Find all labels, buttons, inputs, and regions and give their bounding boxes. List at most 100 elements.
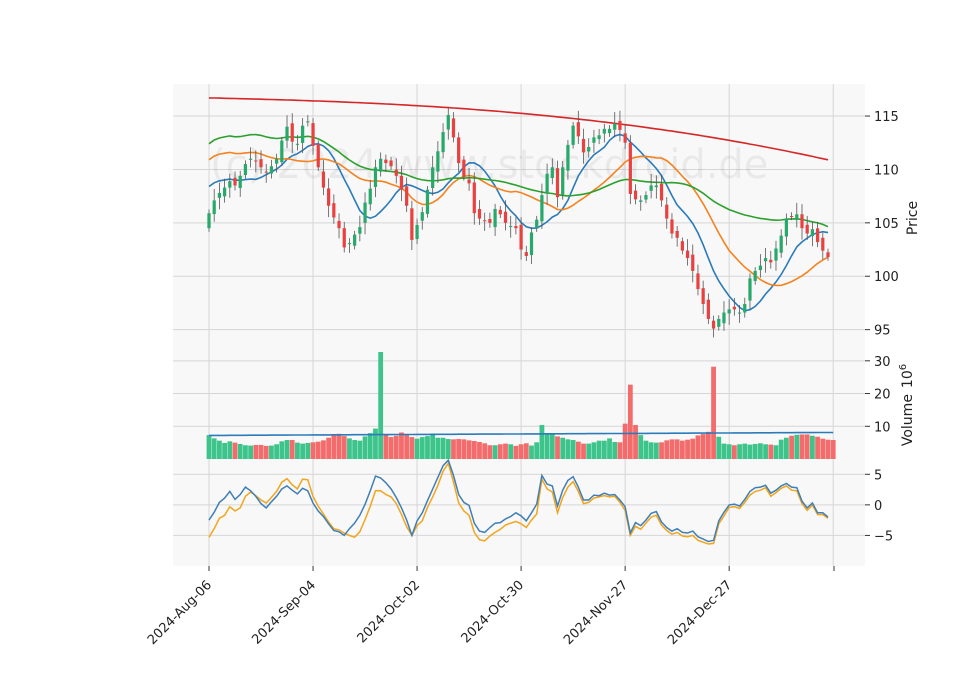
candle-body bbox=[779, 235, 783, 253]
candle-body bbox=[607, 128, 612, 134]
volume-bar bbox=[575, 441, 581, 459]
y-tick-label: 100 bbox=[874, 270, 899, 285]
candle-body bbox=[332, 203, 336, 218]
candle-body bbox=[670, 219, 674, 234]
volume-bar bbox=[768, 444, 774, 459]
candle-body bbox=[665, 204, 669, 219]
volume-bar bbox=[763, 444, 768, 459]
volume-bar bbox=[523, 443, 529, 459]
volume-bar bbox=[388, 437, 394, 459]
candle-body bbox=[576, 122, 580, 137]
oscillator-line-a bbox=[208, 458, 829, 543]
volume-average-line bbox=[209, 431, 834, 437]
volume-bar bbox=[461, 439, 467, 459]
candle-body bbox=[425, 189, 430, 214]
volume-bar bbox=[622, 423, 628, 459]
oscillator-panel: 5 0 −5 bbox=[173, 458, 893, 566]
volume-bar bbox=[414, 438, 420, 459]
candle-body bbox=[717, 318, 721, 327]
candle-body bbox=[254, 160, 258, 162]
volume-bar bbox=[508, 444, 514, 459]
volume-bar bbox=[643, 440, 649, 459]
volume-bar bbox=[435, 437, 441, 459]
candle-body bbox=[602, 128, 606, 134]
y-tick-label: 95 bbox=[874, 324, 891, 339]
volume-bar bbox=[331, 435, 337, 459]
volume-bar bbox=[440, 437, 446, 459]
volume-bar bbox=[217, 440, 222, 459]
candle-body bbox=[763, 258, 768, 262]
oscillator-grid bbox=[173, 459, 865, 566]
volume-bar bbox=[815, 436, 820, 459]
candle-body bbox=[290, 123, 294, 142]
candle-body bbox=[758, 265, 762, 271]
candle-body bbox=[519, 224, 523, 250]
volume-bar bbox=[705, 431, 711, 459]
candle-body bbox=[514, 226, 518, 229]
volume-bar bbox=[783, 437, 789, 459]
oscillator-panel-background bbox=[173, 459, 865, 566]
volume-bar bbox=[627, 384, 633, 459]
candle-body bbox=[384, 159, 388, 164]
y-tick-label: 105 bbox=[874, 217, 899, 232]
candle-body bbox=[789, 216, 794, 218]
volume-bar bbox=[555, 436, 560, 459]
volume-bar bbox=[419, 437, 425, 459]
price-axis-label: Price bbox=[905, 201, 921, 235]
volume-bars bbox=[206, 351, 836, 459]
volume-bar bbox=[362, 436, 368, 459]
volume-bar bbox=[321, 440, 326, 459]
volume-bar bbox=[295, 442, 300, 459]
candle-body bbox=[405, 186, 409, 206]
volume-bar bbox=[243, 445, 248, 459]
volume-bar bbox=[456, 439, 462, 459]
volume-bar bbox=[393, 435, 399, 459]
volume-bar bbox=[804, 434, 810, 459]
price-axis-ticks: 95 100 105 110 115 bbox=[865, 110, 899, 339]
candle-body bbox=[555, 168, 560, 198]
candle-body bbox=[233, 177, 237, 186]
volume-bar bbox=[445, 439, 451, 459]
volume-bar bbox=[778, 439, 784, 459]
candle-body bbox=[810, 229, 815, 237]
candle-body bbox=[784, 218, 788, 237]
volume-bar bbox=[383, 434, 389, 459]
candle-body bbox=[493, 208, 497, 228]
volume-bar bbox=[399, 432, 404, 459]
volume-bar bbox=[539, 424, 545, 459]
volume-bar bbox=[492, 445, 498, 459]
volume-bar bbox=[679, 440, 685, 459]
candle-body bbox=[373, 167, 378, 187]
candle-body bbox=[457, 137, 461, 164]
candle-body bbox=[529, 232, 534, 256]
y-tick-label: 20 bbox=[874, 388, 891, 403]
candle-body bbox=[649, 185, 653, 191]
volume-bar bbox=[529, 445, 534, 459]
volume-bar bbox=[289, 440, 295, 459]
candle-body bbox=[628, 142, 632, 195]
volume-bar bbox=[742, 443, 748, 459]
candle-body bbox=[275, 158, 279, 164]
candle-body bbox=[685, 250, 690, 259]
volume-bar bbox=[482, 443, 488, 459]
candle-body bbox=[394, 169, 398, 176]
candle-body bbox=[680, 241, 684, 251]
volume-bar bbox=[367, 433, 373, 459]
volume-bar bbox=[300, 443, 306, 459]
candle-body bbox=[659, 183, 664, 201]
volume-average-line bbox=[209, 431, 834, 437]
volume-bar bbox=[570, 440, 576, 459]
candle-body bbox=[363, 202, 367, 223]
volume-bar bbox=[820, 438, 826, 459]
candle-body bbox=[379, 158, 383, 172]
volume-axis-multiplier: 10 bbox=[900, 370, 916, 388]
volume-bar bbox=[497, 444, 503, 459]
price-panel: (c) 2024 www.stockdroid.de 95 100 105 110 11… bbox=[173, 84, 921, 351]
volume-bar bbox=[633, 424, 638, 459]
volume-bar bbox=[810, 435, 815, 459]
volume-bar bbox=[404, 434, 410, 459]
volume-bar bbox=[799, 434, 805, 459]
volume-bar bbox=[513, 445, 519, 459]
